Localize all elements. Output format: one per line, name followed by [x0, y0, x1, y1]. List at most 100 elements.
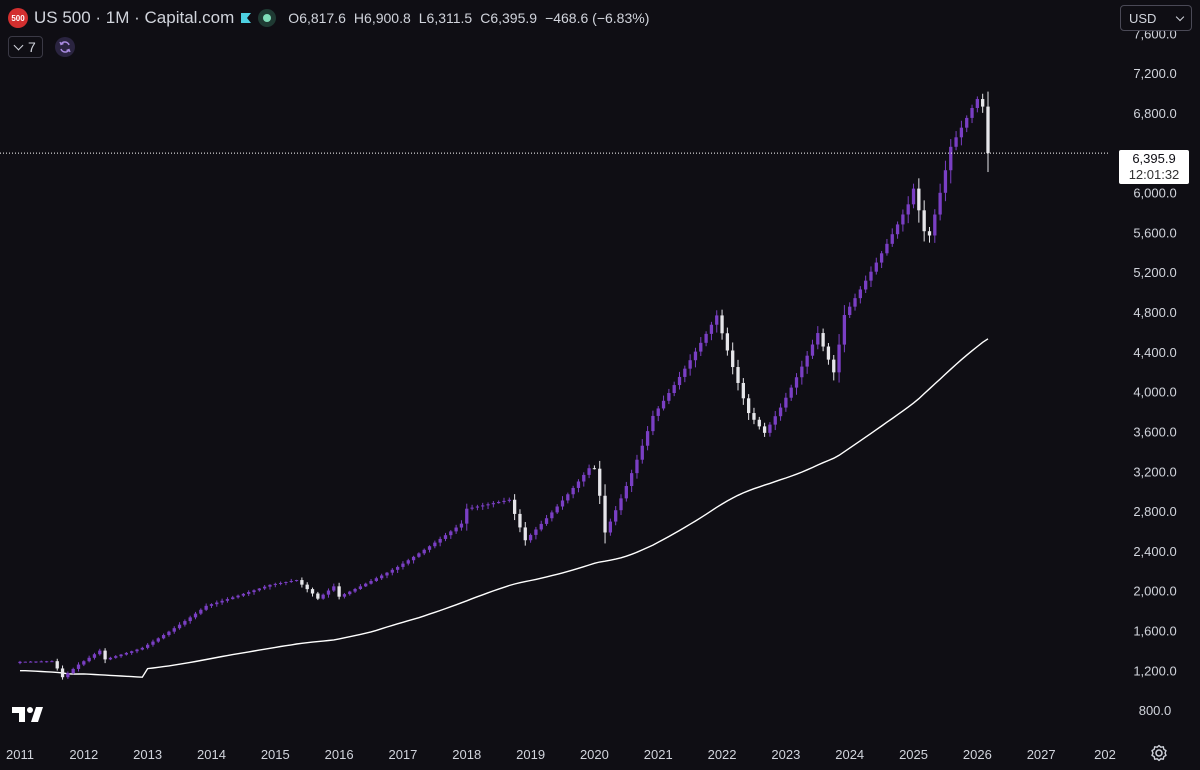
y-tick-label: 3,200.0: [1133, 464, 1176, 479]
tradingview-logo[interactable]: [12, 705, 48, 723]
candle: [954, 137, 958, 147]
x-tick-label: 202: [1094, 747, 1116, 762]
chevron-down-icon: [1175, 12, 1185, 21]
candle: [699, 342, 703, 352]
candle: [757, 419, 761, 427]
x-tick-label: 2024: [835, 747, 864, 762]
candle: [943, 170, 948, 193]
sync-icon[interactable]: [54, 37, 75, 57]
candle: [635, 459, 639, 474]
candle: [704, 333, 708, 343]
candle: [263, 586, 267, 589]
candle: [55, 661, 59, 669]
candle: [380, 575, 384, 579]
candle: [789, 387, 793, 398]
x-tick-label: 2027: [1027, 747, 1056, 762]
y-tick-label: 1,600.0: [1133, 624, 1176, 639]
candle: [651, 415, 655, 432]
indicators-count: 7: [28, 39, 36, 55]
candle: [784, 397, 788, 408]
candle: [449, 531, 453, 536]
flag-icon[interactable]: [240, 12, 252, 24]
candle: [34, 661, 38, 663]
candle: [268, 584, 272, 587]
candle: [374, 578, 378, 581]
candle: [895, 224, 900, 235]
candle: [592, 468, 597, 470]
candle: [161, 635, 166, 639]
candle: [629, 473, 634, 487]
candle: [369, 580, 373, 584]
ohlc-open: O6,817.6: [288, 10, 346, 26]
candle: [406, 560, 410, 564]
candle: [252, 590, 256, 593]
x-tick-label: 2021: [644, 747, 673, 762]
candle: [901, 214, 905, 225]
candle: [459, 523, 464, 528]
candle: [332, 586, 336, 591]
candle: [528, 534, 533, 541]
candle: [571, 487, 575, 495]
y-tick-label: 7,200.0: [1133, 66, 1176, 81]
candle: [512, 499, 517, 514]
candle: [688, 360, 692, 369]
candle: [672, 385, 676, 394]
candle: [82, 661, 86, 665]
candle: [114, 656, 118, 658]
candle: [544, 518, 549, 524]
candle: [305, 584, 309, 590]
candle: [183, 621, 187, 625]
y-tick-label: 4,800.0: [1133, 305, 1176, 320]
candle: [747, 398, 751, 414]
y-tick-label: 6,000.0: [1133, 186, 1176, 201]
candle: [555, 506, 559, 513]
candle: [965, 117, 969, 128]
candle: [119, 654, 123, 657]
candle: [486, 504, 490, 506]
candle: [247, 592, 251, 594]
candle: [879, 253, 884, 263]
chevron-down-icon: [13, 40, 24, 51]
candle: [465, 508, 469, 524]
candle: [598, 468, 602, 496]
candle: [917, 188, 921, 211]
x-tick-label: 2020: [580, 747, 609, 762]
candle: [364, 583, 368, 587]
x-tick-label: 2025: [899, 747, 928, 762]
candle: [124, 652, 129, 655]
candle: [874, 262, 878, 272]
candle: [619, 498, 623, 511]
y-tick-label: 4,400.0: [1133, 345, 1176, 360]
candle: [614, 510, 618, 522]
y-tick-label: 5,200.0: [1133, 265, 1176, 280]
candle: [108, 657, 113, 660]
candle: [725, 333, 730, 351]
y-tick-label: 2,400.0: [1133, 544, 1176, 559]
indicators-toggle-button[interactable]: 7: [8, 36, 43, 58]
symbol-title[interactable]: US 500 · 1M · Capital.com: [34, 8, 235, 27]
candle: [752, 413, 756, 420]
candle: [805, 355, 809, 367]
candle: [497, 502, 501, 504]
candle: [683, 368, 687, 377]
candle: [39, 661, 43, 663]
candle: [156, 638, 160, 642]
gear-icon[interactable]: [1150, 744, 1168, 762]
ohlc-low: L6,311.5: [418, 10, 473, 26]
candle: [60, 668, 65, 678]
status-dot-icon: [258, 9, 277, 27]
candle: [911, 188, 916, 205]
candle: [603, 495, 607, 533]
candle: [981, 99, 985, 107]
candle: [76, 664, 81, 669]
candle: [821, 333, 825, 347]
currency-select[interactable]: USD: [1120, 5, 1192, 31]
candle: [342, 594, 347, 597]
last-price-label: 6,395.9 12:01:32: [1119, 150, 1189, 184]
indicators-bar: 7: [8, 36, 75, 58]
symbol-logo-icon[interactable]: 500: [8, 8, 28, 28]
candle: [810, 344, 815, 356]
candle: [848, 306, 852, 316]
candle: [491, 503, 496, 505]
